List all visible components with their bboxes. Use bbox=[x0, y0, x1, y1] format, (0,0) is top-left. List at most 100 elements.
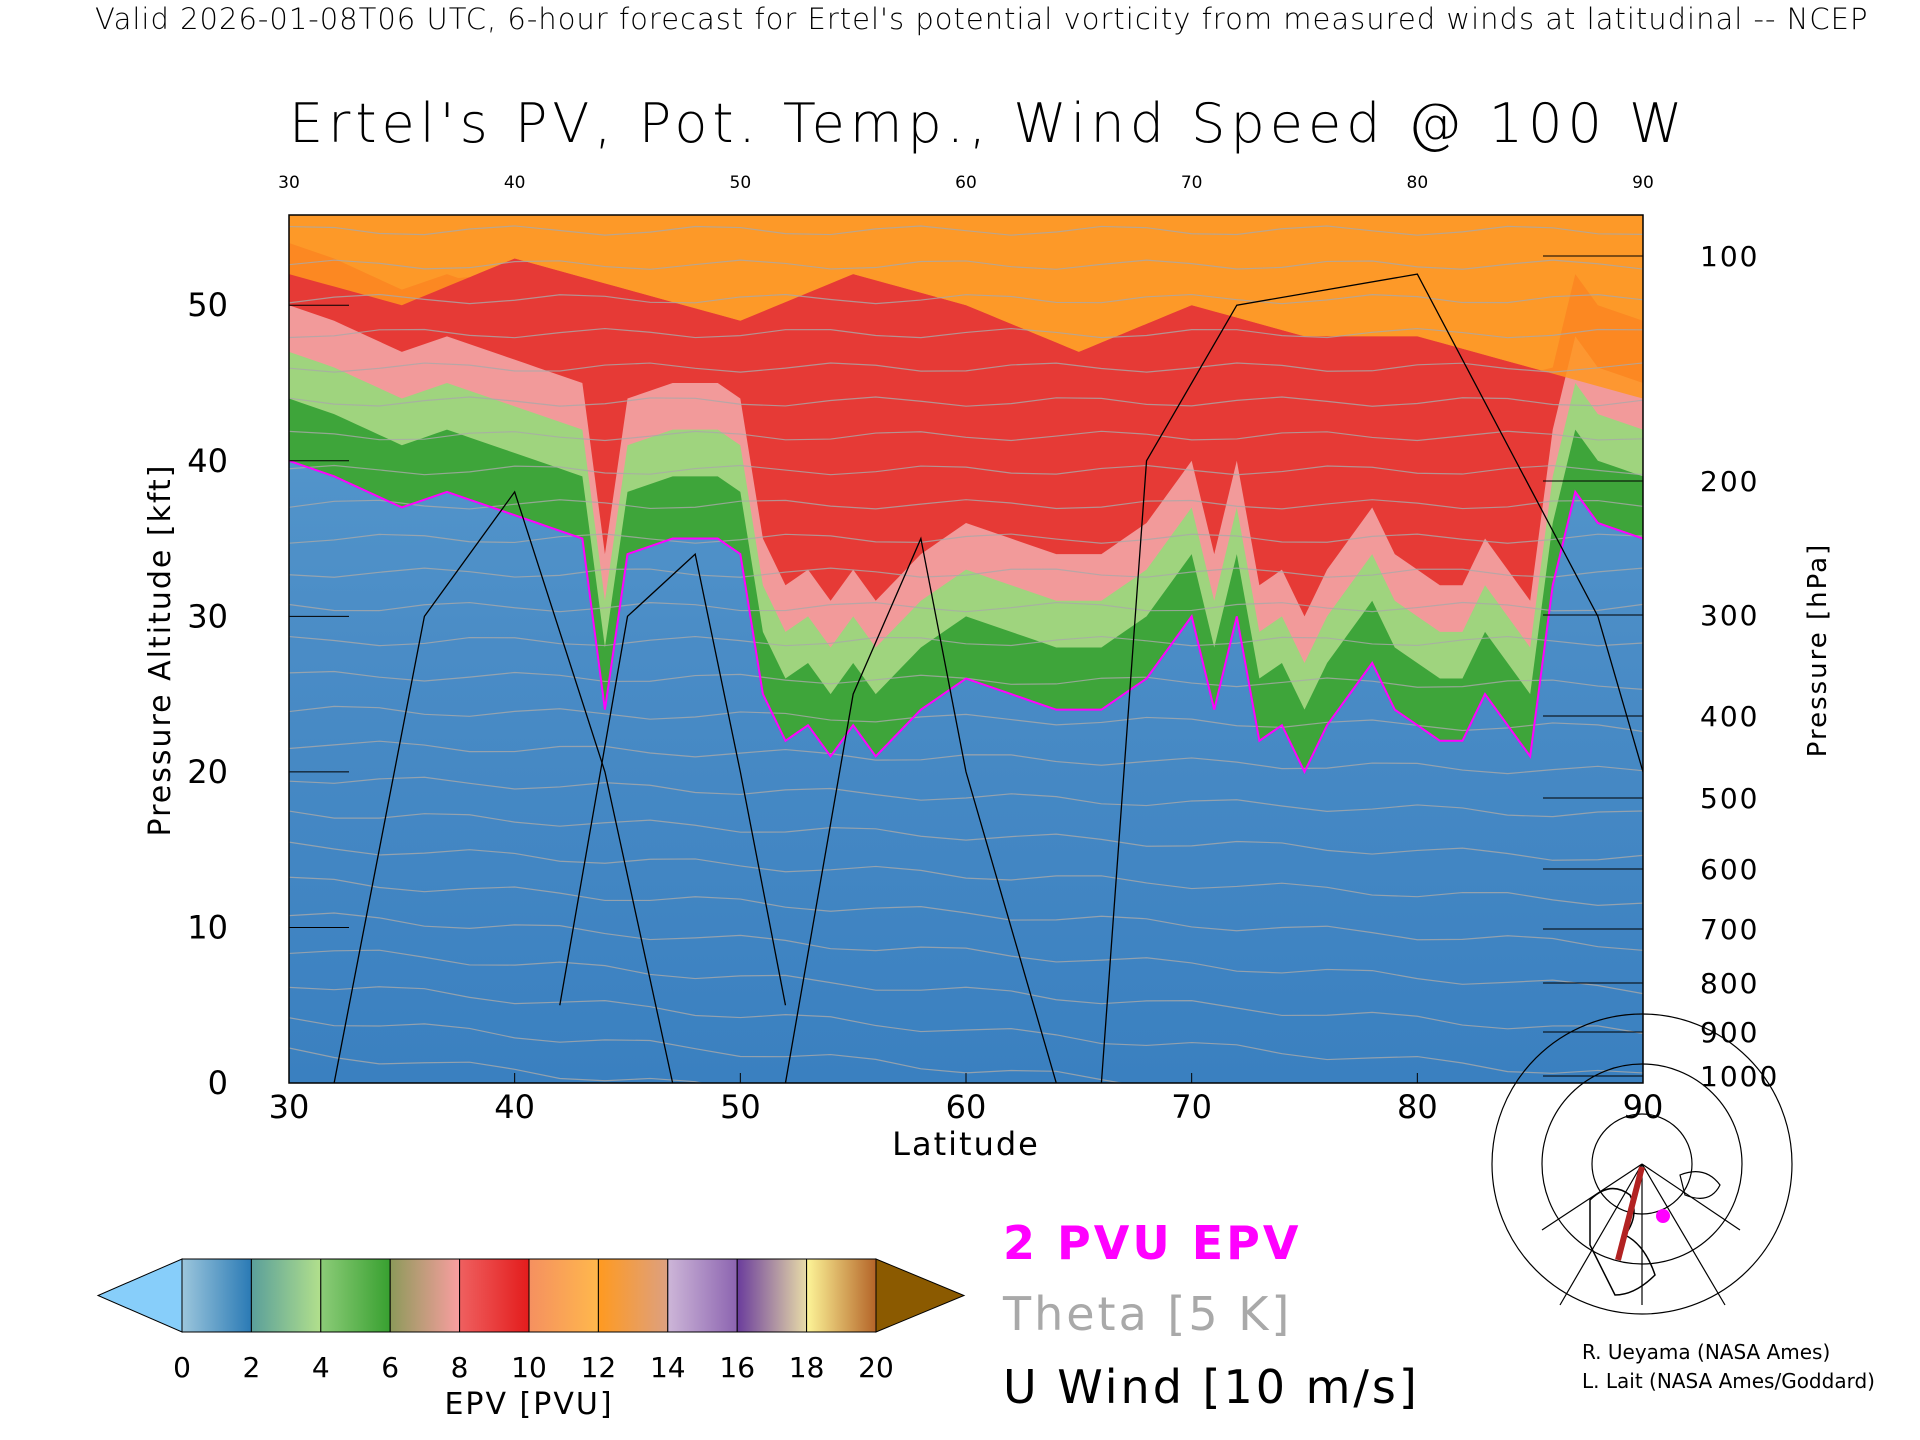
x-tick-label: 60 bbox=[946, 1088, 987, 1126]
x-tick-label: 80 bbox=[1397, 1088, 1438, 1126]
colorbar-tick-label: 2 bbox=[242, 1351, 260, 1384]
colorbar-tick-label: 20 bbox=[858, 1351, 894, 1384]
theta-contour bbox=[289, 876, 1643, 951]
x-tick-label: 70 bbox=[1171, 1088, 1212, 1126]
y-tick-label: 50 bbox=[187, 286, 228, 324]
top-x-tick-label: 80 bbox=[1407, 173, 1429, 193]
x-axis-label: Latitude bbox=[892, 1125, 1040, 1163]
theta-contour bbox=[289, 464, 1643, 476]
u-wind-contour bbox=[1100, 273, 1643, 1083]
pressure-tick-label: 800 bbox=[1700, 967, 1759, 1000]
credit-line: R. Ueyama (NASA Ames) bbox=[1582, 1340, 1831, 1364]
pressure-tick-label: 400 bbox=[1700, 700, 1759, 733]
epv-field bbox=[289, 55, 1643, 1083]
colorbar-segment bbox=[389, 1258, 461, 1333]
theta-contour bbox=[289, 225, 1643, 236]
theta-contour bbox=[289, 123, 1643, 132]
theta-contour bbox=[289, 776, 1643, 818]
theta-contour bbox=[289, 396, 1643, 407]
pressure-tick-label: 200 bbox=[1700, 465, 1759, 498]
theta-contour bbox=[289, 55, 1643, 64]
colorbar-tick-label: 14 bbox=[650, 1351, 686, 1384]
theta-contour bbox=[289, 1047, 705, 1083]
u-wind-contour bbox=[333, 490, 674, 1083]
top-x-tick-label: 70 bbox=[1181, 173, 1203, 193]
top-x-tick-label: 40 bbox=[504, 173, 526, 193]
u-wind-contour bbox=[784, 536, 1057, 1083]
top-x-tick-label: 90 bbox=[1632, 173, 1654, 193]
y-tick-label: 40 bbox=[187, 442, 228, 480]
colorbar-tick-label: 0 bbox=[173, 1351, 191, 1384]
theta-contour bbox=[289, 949, 1643, 1034]
colorbar-segment bbox=[459, 1258, 530, 1333]
legend-theta: Theta [5 K] bbox=[1003, 1287, 1293, 1341]
theta-contour bbox=[289, 327, 1643, 339]
theta-contour bbox=[289, 533, 1643, 544]
colorbar-over-arrow bbox=[875, 1258, 966, 1333]
y-tick-label: 10 bbox=[187, 908, 228, 946]
x-tick-label: 50 bbox=[720, 1088, 761, 1126]
top-x-tick-label: 50 bbox=[730, 173, 752, 193]
theta-contour bbox=[289, 1017, 1125, 1083]
y-tick-label: 20 bbox=[187, 753, 228, 791]
colorbar-segment bbox=[528, 1258, 599, 1333]
x-tick-label: 90 bbox=[1623, 1088, 1664, 1126]
x-tick-label: 40 bbox=[494, 1088, 535, 1126]
location-marker bbox=[1656, 1209, 1670, 1223]
colorbar-segment bbox=[806, 1258, 877, 1333]
colorbar-segment bbox=[320, 1258, 391, 1333]
pressure-axis-label: Pressure [hPa] bbox=[1803, 543, 1833, 758]
u-wind-contour bbox=[559, 552, 787, 1006]
colorbar-tick-label: 8 bbox=[451, 1351, 469, 1384]
colorbar-tick-label: 16 bbox=[719, 1351, 755, 1384]
theta-contour bbox=[289, 740, 1643, 775]
y-tick-label: 0 bbox=[208, 1064, 228, 1102]
theta-contour bbox=[289, 430, 1643, 442]
legend-2pvu: 2 PVU EPV bbox=[1003, 1216, 1302, 1270]
chart-title: Ertel's PV, Pot. Temp., Wind Speed @ 100… bbox=[289, 92, 1688, 155]
pressure-tick-label: 500 bbox=[1700, 782, 1759, 815]
colorbar-segment bbox=[597, 1258, 669, 1333]
locator-map bbox=[1491, 1013, 1793, 1315]
epv-band-12-14 bbox=[289, 215, 1643, 399]
theta-contour bbox=[289, 567, 1643, 578]
section-line bbox=[1615, 1166, 1645, 1261]
y-tick-label: 30 bbox=[187, 597, 228, 635]
colorbar-segment bbox=[736, 1258, 808, 1333]
theta-contour bbox=[289, 259, 1643, 270]
theta-contour bbox=[289, 986, 1643, 1074]
theta-contour bbox=[289, 89, 1643, 98]
forecast-header: Valid 2026-01-08T06 UTC, 6-hour forecast… bbox=[95, 2, 1869, 36]
pvu-2-contour bbox=[289, 459, 1643, 775]
legend-uwind: U Wind [10 m/s] bbox=[1003, 1360, 1420, 1414]
theta-contour bbox=[289, 293, 1643, 305]
pressure-tick-label: 300 bbox=[1700, 599, 1759, 632]
colorbar-under-arrow bbox=[96, 1258, 183, 1333]
theta-contour bbox=[289, 157, 1643, 166]
theta-contour bbox=[289, 635, 1643, 647]
theta-contour bbox=[289, 841, 1643, 906]
y-axis-label: Pressure Altitude [kft] bbox=[143, 464, 178, 837]
pressure-tick-label: 100 bbox=[1700, 240, 1759, 273]
pressure-tick-label: 1000 bbox=[1700, 1060, 1779, 1093]
theta-contour bbox=[289, 601, 1643, 613]
colorbar-tick-label: 12 bbox=[581, 1351, 617, 1384]
top-x-tick-label: 30 bbox=[278, 173, 300, 193]
top-x-tick-label: 60 bbox=[955, 173, 977, 193]
theta-contour bbox=[289, 810, 1643, 861]
credits: R. Ueyama (NASA Ames) L. Lait (NASA Ames… bbox=[1582, 1338, 1875, 1396]
colorbar-segment bbox=[667, 1258, 738, 1333]
colorbar-tick-label: 4 bbox=[312, 1351, 330, 1384]
colorbar-label: EPV [PVU] bbox=[444, 1387, 613, 1422]
colorbar-segment bbox=[250, 1258, 322, 1333]
pressure-tick-label: 700 bbox=[1700, 913, 1759, 946]
theta-contour bbox=[289, 192, 1643, 201]
theta-contour bbox=[289, 362, 1643, 373]
colorbar-tick-label: 18 bbox=[789, 1351, 825, 1384]
pressure-tick-label: 600 bbox=[1700, 853, 1759, 886]
pressure-tick-label: 900 bbox=[1700, 1016, 1759, 1049]
theta-contour bbox=[289, 912, 1643, 995]
x-tick-label: 30 bbox=[269, 1088, 310, 1126]
colorbar-tick-label: 10 bbox=[511, 1351, 547, 1384]
